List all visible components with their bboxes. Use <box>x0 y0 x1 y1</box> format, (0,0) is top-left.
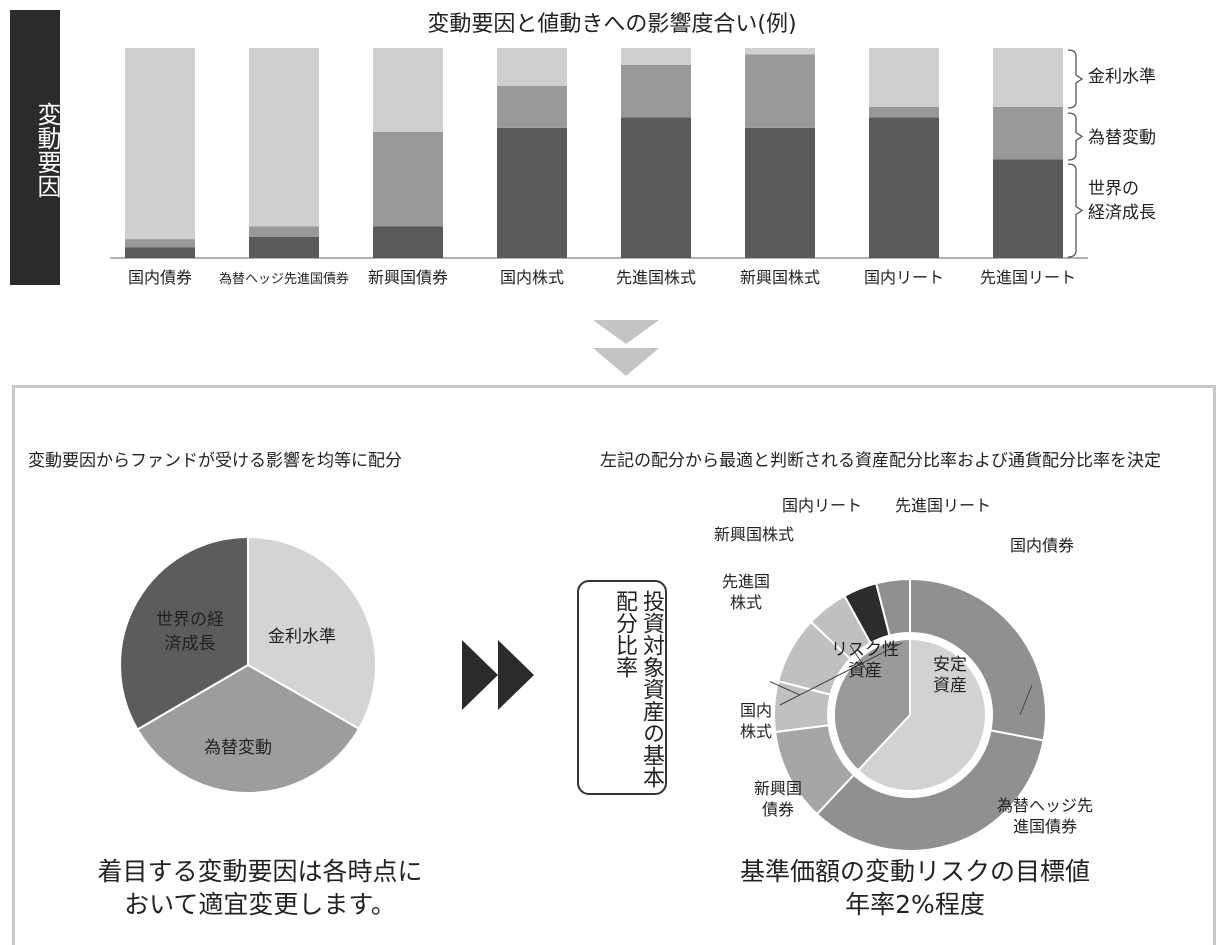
x-tick-label: 国内リート <box>864 268 944 287</box>
bar-5-seg-0 <box>745 127 815 258</box>
label-senshin-kabu: 先進国株式 <box>721 572 770 612</box>
label-stable-assets: 安定資産 <box>933 655 967 696</box>
bar-5-seg-2 <box>745 48 815 55</box>
legend-label: 経済成長 <box>1088 203 1156 223</box>
bottom-left-line-2: おいて適宜変更します。 <box>124 890 396 919</box>
donut-outer-slice-1 <box>815 729 1045 852</box>
bar-3-seg-0 <box>497 127 567 258</box>
legend-bracket <box>1067 49 1084 109</box>
bar-5-seg-1 <box>745 54 815 128</box>
bar-4-seg-2 <box>621 48 691 65</box>
bar-7-seg-1 <box>993 106 1063 160</box>
bar-2-seg-2 <box>373 48 443 132</box>
fast-forward-icon <box>462 640 534 710</box>
bar-4-seg-0 <box>621 117 691 258</box>
bar-2-seg-0 <box>373 226 443 258</box>
x-tick-label: 為替ヘッジ先進国債券 <box>219 271 349 287</box>
bar-1-seg-2 <box>249 48 319 227</box>
bottom-left-line-1: 着目する変動要因は各時点に <box>97 857 423 886</box>
bar-6-seg-0 <box>869 117 939 258</box>
bottom-right-line-2: 年率2%程度 <box>845 890 985 919</box>
legend-label: 世界の <box>1088 179 1139 199</box>
x-tick-label: 新興国株式 <box>740 268 820 287</box>
legend-label: 金利水準 <box>1088 67 1156 87</box>
bottom-right-note: 基準価額の変動リスクの目標値 年率2%程度 <box>645 855 1185 921</box>
bar-0-seg-2 <box>125 48 195 240</box>
bar-2-seg-1 <box>373 132 443 227</box>
factor-pie-chart <box>119 535 377 794</box>
left-heading: 変動要因からファンドが受ける影響を均等に配分 <box>28 451 402 471</box>
pie-slice-0 <box>247 535 377 731</box>
bar-6-seg-2 <box>869 48 939 107</box>
x-tick-label: 先進国株式 <box>616 268 696 287</box>
allocation-panel <box>12 385 1216 945</box>
bar-3-seg-2 <box>497 48 567 86</box>
allocation-donut-chart <box>770 577 1047 852</box>
leader-line <box>1019 684 1033 716</box>
donut-inner-slice-1 <box>833 637 911 772</box>
donut-inner-slice-0 <box>856 637 987 792</box>
bottom-left-note: 着目する変動要因は各時点に おいて適宜変更します。 <box>0 855 520 921</box>
x-tick-label: 先進国リート <box>980 268 1076 287</box>
legend-bracket <box>1067 112 1084 161</box>
pie-label-seichou: 世界の経済成長 <box>156 610 224 654</box>
bar-7-seg-0 <box>993 159 1063 258</box>
legend-bracket <box>1067 163 1084 258</box>
x-tick-label: 国内債券 <box>128 268 192 287</box>
label-shinkou-saiken: 新興国債券 <box>753 779 802 819</box>
stacked-bar-chart: 国内債券 為替ヘッジ先進国債券 新興国債券 国内株式 先進国株式 新興国株式 国内リート 先進… <box>110 48 1156 287</box>
leader-line <box>849 644 871 676</box>
leader-line <box>770 681 801 696</box>
label-hedge: 為替ヘッジ先進国債券 <box>996 796 1093 836</box>
pie-slice-1 <box>136 663 361 794</box>
bottom-right-line-1: 基準価額の変動リスクの目標値 <box>739 857 1090 886</box>
right-heading: 左記の配分から最適と判断される資産配分比率および通貨配分比率を決定 <box>600 451 1161 471</box>
basic-allocation-text: 投資対象資産の基本配分比率 <box>612 590 664 788</box>
bar-4-seg-1 <box>621 64 691 118</box>
bar-0-seg-1 <box>125 239 195 248</box>
label-kokunai-saiken: 国内債券 <box>1010 536 1075 555</box>
label-senshin-reit: 先進国リート <box>895 496 992 515</box>
legend-label: 為替変動 <box>1088 128 1156 148</box>
bar-1-seg-0 <box>249 237 319 258</box>
down-arrow-icon <box>593 320 659 376</box>
pie-label-kinri: 金利水準 <box>268 627 336 647</box>
basic-allocation-box: 投資対象資産の基本配分比率 <box>577 580 667 795</box>
leader-line <box>779 642 903 706</box>
label-kokunai-kabu: 国内株式 <box>739 701 772 741</box>
pie-label-kawase: 為替変動 <box>204 738 272 758</box>
bar-1-seg-1 <box>249 226 319 237</box>
side-label-text: 変動要因 <box>33 102 61 198</box>
bar-0-seg-0 <box>125 247 195 258</box>
pie-slice-2 <box>119 535 249 731</box>
x-tick-label: 国内株式 <box>500 268 564 287</box>
label-kokunai-reit: 国内リート <box>782 496 863 515</box>
bar-7-seg-2 <box>993 48 1063 107</box>
label-risk-assets: リスク性資産 <box>831 640 899 681</box>
bar-6-seg-1 <box>869 106 939 118</box>
chart-title: 変動要因と値動きへの影響度合い(例) <box>427 12 797 37</box>
side-label-box: 変動要因 <box>10 10 61 285</box>
bar-3-seg-1 <box>497 85 567 128</box>
x-tick-label: 新興国債券 <box>368 268 448 287</box>
label-shinkou-kabu: 新興国株式 <box>714 525 795 544</box>
